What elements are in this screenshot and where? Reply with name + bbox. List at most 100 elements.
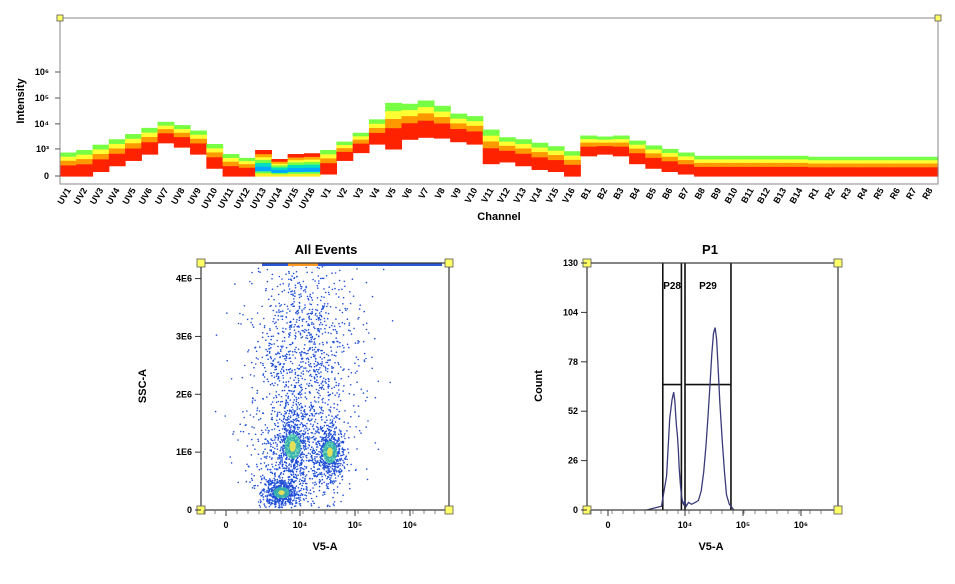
scatter-point xyxy=(308,492,310,494)
heatmap-x-tick-label: B9 xyxy=(709,186,723,201)
scatter-point xyxy=(293,290,296,292)
histogram-gate[interactable]: P28 xyxy=(661,263,683,510)
scatter-point xyxy=(317,275,320,277)
scatter-point xyxy=(280,395,283,398)
scatter-point xyxy=(313,484,316,486)
scatter-point xyxy=(347,452,350,454)
scatter-point xyxy=(337,414,339,416)
scatter-point xyxy=(334,421,337,423)
scatter-point xyxy=(282,327,284,330)
scatter-point xyxy=(277,351,279,354)
heatmap-band xyxy=(173,132,191,138)
scatter-point xyxy=(270,490,273,493)
scatter-point xyxy=(321,426,324,429)
heatmap-band xyxy=(271,159,289,163)
scatter-point xyxy=(333,481,336,483)
scatter-point xyxy=(302,413,304,415)
scatter-point xyxy=(308,414,311,417)
scatter-point xyxy=(282,369,285,372)
scatter-point xyxy=(274,496,277,499)
scatter-point xyxy=(290,411,293,413)
scatter-point xyxy=(301,377,304,380)
scatter-point xyxy=(290,420,292,423)
scatter-point xyxy=(285,357,288,359)
heatmap-band xyxy=(612,139,630,144)
histogram-handle-top-right[interactable] xyxy=(833,258,843,268)
scatter-point xyxy=(239,312,241,315)
scatter-point xyxy=(252,326,255,328)
scatter-point xyxy=(365,328,368,331)
scatter-point xyxy=(273,428,276,430)
scatter-point xyxy=(284,386,286,388)
scatter-handle-bottom-right[interactable] xyxy=(444,505,454,515)
scatter-point xyxy=(330,429,333,432)
histogram-gate[interactable]: P29 xyxy=(684,263,732,510)
heatmap-band xyxy=(726,162,744,168)
heatmap-band xyxy=(287,160,305,163)
scatter-point xyxy=(297,419,299,422)
scatter-point xyxy=(319,411,322,414)
scatter-point xyxy=(333,386,336,389)
scatter-point xyxy=(330,437,333,440)
scatter-point xyxy=(286,456,288,458)
scatter-point xyxy=(290,501,292,504)
scatter-point xyxy=(333,472,335,475)
histogram-title: P1 xyxy=(702,242,718,257)
scatter-point xyxy=(320,460,322,463)
scatter-point xyxy=(311,432,314,434)
histogram-handle-bottom-right[interactable] xyxy=(833,505,843,515)
heatmap-band xyxy=(889,156,907,161)
scatter-point xyxy=(348,322,351,325)
heatmap-column xyxy=(889,156,907,177)
scatter-point xyxy=(313,469,315,472)
heatmap-column xyxy=(629,140,646,165)
scatter-point xyxy=(292,432,295,435)
scatter-point xyxy=(328,465,330,468)
scatter-point xyxy=(303,308,305,310)
scatter-point xyxy=(295,400,298,403)
heatmap-column xyxy=(694,155,711,177)
scatter-point xyxy=(254,347,256,349)
scatter-point xyxy=(284,357,286,360)
heatmap-band xyxy=(661,148,679,154)
scatter-point xyxy=(305,495,308,497)
scatter-point xyxy=(320,295,323,298)
scatter-point xyxy=(300,402,302,405)
scatter-point xyxy=(294,376,297,379)
scatter-point xyxy=(253,474,255,477)
scatter-handle-top-left[interactable] xyxy=(196,258,206,268)
scatter-point xyxy=(291,350,294,353)
scatter-point xyxy=(281,290,284,293)
scatter-point xyxy=(274,483,276,485)
scatter-point xyxy=(317,335,320,337)
scatter-point xyxy=(296,477,299,480)
scatter-point xyxy=(338,383,340,385)
heatmap-band xyxy=(173,129,191,134)
scatter-point xyxy=(324,474,327,477)
heatmap-x-tick-label: UV8 xyxy=(169,186,186,206)
heatmap-handle-top-right[interactable] xyxy=(934,14,942,22)
scatter-point xyxy=(326,487,328,490)
scatter-point xyxy=(326,342,328,344)
scatter-point xyxy=(308,334,311,336)
scatter-point xyxy=(293,411,296,413)
heatmap-column xyxy=(238,157,256,177)
scatter-point xyxy=(314,472,316,475)
scatter-point xyxy=(342,453,345,456)
scatter-point xyxy=(270,295,273,298)
scatter-point xyxy=(308,318,311,320)
scatter-point xyxy=(290,384,293,386)
heatmap-column xyxy=(466,116,484,145)
heatmap-column xyxy=(742,155,760,177)
scatter-point xyxy=(320,452,323,455)
scatter-point xyxy=(262,332,264,334)
scatter-point xyxy=(330,439,332,441)
scatter-point xyxy=(338,433,340,436)
heatmap-band xyxy=(596,139,614,144)
scatter-handle-top-right[interactable] xyxy=(444,258,454,268)
scatter-point xyxy=(315,388,318,391)
scatter-point xyxy=(268,478,271,480)
heatmap-handle-top-left[interactable] xyxy=(56,14,64,22)
scatter-point xyxy=(258,493,261,495)
